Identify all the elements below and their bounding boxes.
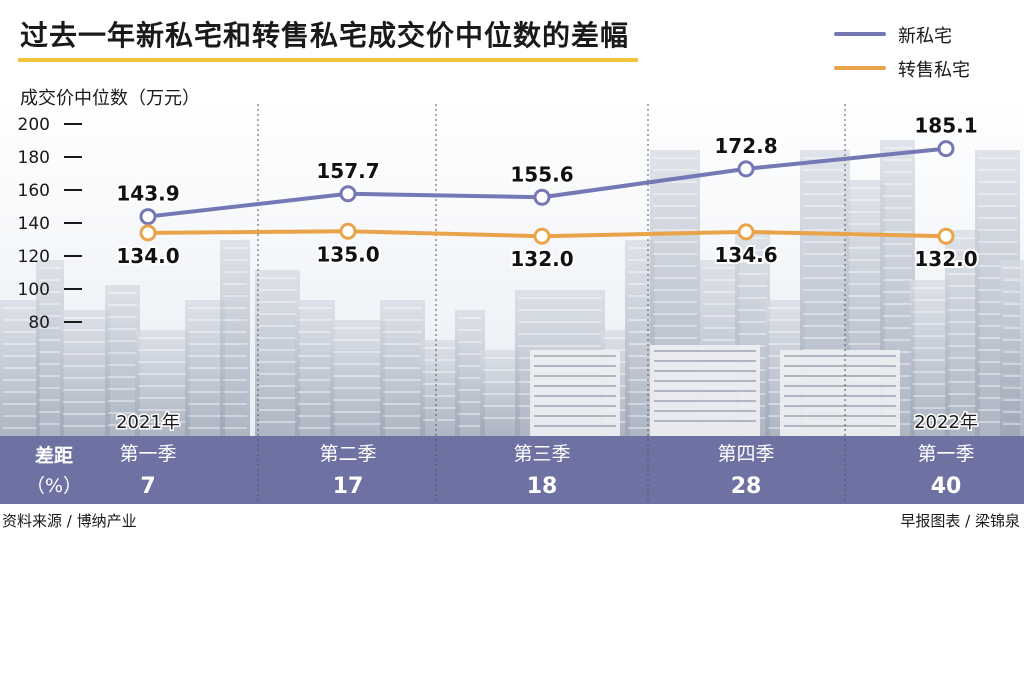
building [1000,260,1024,436]
diff-value: 40 [931,474,962,499]
data-label: 172.8 [714,134,777,158]
y-tick-label: 160 [18,181,50,201]
data-label: 135.0 [316,242,379,266]
y-tick-label: 180 [18,148,50,168]
data-label: 157.7 [316,159,379,183]
credit-note: 早报图表 / 梁锦泉 [900,512,1020,530]
data-label: 143.9 [116,182,179,206]
building [420,340,460,436]
building [780,350,900,436]
building [255,270,300,436]
data-point [139,224,157,242]
diff-value: 7 [140,474,155,499]
y-axis-label: 成交价中位数（万元） [20,88,200,109]
legend-label-resale: 转售私宅 [898,60,970,81]
data-label: 134.6 [714,243,777,267]
data-point [139,208,157,226]
year-label: 2022年 [914,412,978,433]
building [480,350,520,436]
building [135,330,190,436]
labels-layer: 143.9 157.7 155.6 172.8 185.1 134.0 135.0 132.0… [114,112,979,435]
data-point [737,223,755,241]
x-tick-label: 第一季 [917,443,974,465]
building [945,230,980,436]
building [530,350,620,436]
data-point [339,185,357,203]
building [220,240,250,436]
building [330,320,385,436]
y-tick-label: 120 [18,247,50,267]
x-tick-label: 第二季 [319,443,376,465]
y-tick-label: 80 [28,313,50,333]
data-point [533,227,551,245]
data-label: 132.0 [510,247,573,271]
legend-swatch-resale [834,66,886,70]
building [36,260,64,436]
legend-swatch-new [834,32,886,36]
title-underline [18,58,638,62]
building [105,285,140,436]
data-label: 155.6 [510,162,573,186]
building [60,310,110,436]
diff-label-unit: （%） [26,475,82,497]
diff-value: 18 [527,474,558,499]
chart-title: 过去一年新私宅和转售私宅成交价中位数的差幅 [20,19,630,52]
band-text-layer: 差距 （%） 第一季 第二季 第三季 第四季 第一季 7 17 18 28 40 [26,443,975,499]
diff-value: 17 [333,474,364,499]
x-tick-label: 第四季 [717,443,774,465]
diff-band [0,436,1024,504]
data-label: 132.0 [914,247,977,271]
y-tick-label: 100 [18,280,50,300]
data-label: 134.0 [116,244,179,268]
data-point [937,227,955,245]
building [910,280,950,436]
source-note: 资料来源 / 博纳产业 [2,512,137,530]
data-point [533,188,551,206]
x-tick-label: 第三季 [513,443,570,465]
y-tick-label: 200 [18,115,50,135]
grid-layer: 成交价中位数（万元） 200 180 160 140 120 100 80 [18,88,846,504]
data-point [737,160,755,178]
diff-value: 28 [731,474,762,499]
data-label: 185.1 [914,114,977,138]
data-point [339,222,357,240]
x-tick-label: 第一季 [119,443,176,465]
legend-label-new: 新私宅 [898,26,952,47]
city-skyline [0,140,1024,436]
y-tick-label: 140 [18,214,50,234]
year-label: 2021年 [116,412,180,433]
series-layer [139,140,955,245]
data-point [937,140,955,158]
diff-label-title: 差距 [35,444,73,467]
